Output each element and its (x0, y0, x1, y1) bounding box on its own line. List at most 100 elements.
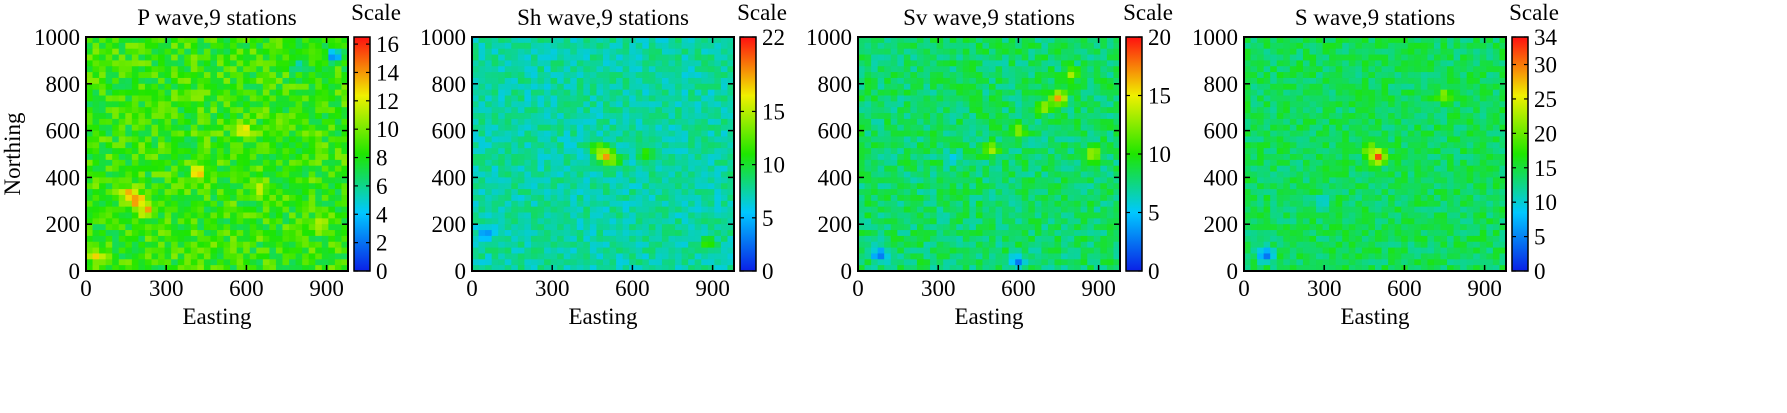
heatmap-cell (99, 118, 107, 126)
heatmap-cell (1041, 54, 1049, 61)
heatmap-cell (275, 230, 284, 237)
heatmap-cell (302, 265, 310, 272)
heatmap-cell (1002, 101, 1010, 108)
heatmap-cell (472, 259, 480, 266)
heatmap-cell (1041, 42, 1049, 50)
heatmap-cell (550, 48, 558, 56)
heatmap-cell (661, 212, 670, 219)
heatmap-cell (184, 107, 192, 114)
heatmap-cell (86, 60, 94, 67)
heatmap-cell (236, 89, 244, 97)
heatmap-cell (262, 159, 270, 167)
heatmap-cell (334, 66, 343, 73)
heatmap-cell (701, 136, 709, 143)
heatmap-cell (616, 142, 624, 149)
heatmap-cell (877, 259, 885, 266)
heatmap-cell (1054, 107, 1062, 114)
heatmap-cell (969, 42, 977, 50)
heatmap-cell (151, 54, 159, 61)
heatmap-cell (223, 148, 231, 155)
heatmap-cell (197, 130, 205, 138)
heatmap-cell (282, 148, 290, 155)
heatmap-cell (707, 194, 715, 202)
heatmap-cell (295, 136, 303, 143)
heatmap-cell (629, 159, 637, 167)
heatmap-cell (576, 154, 584, 161)
heatmap-cell (890, 130, 898, 138)
heatmap-cell (714, 54, 722, 61)
heatmap-cell (688, 54, 696, 61)
heatmap-cell (1061, 230, 1069, 237)
heatmap-cell (916, 165, 925, 173)
heatmap-cell (1015, 142, 1023, 149)
heatmap-cell (727, 89, 735, 97)
heatmap-cell (249, 148, 257, 155)
heatmap-cell (1113, 107, 1121, 114)
panel-title: Sv wave,9 stations (903, 5, 1075, 30)
heatmap-cell (164, 212, 172, 219)
heatmap-cell (563, 95, 571, 102)
heatmap-cell (596, 60, 604, 67)
heatmap-cell (975, 37, 984, 44)
heatmap-cell (890, 194, 898, 202)
heatmap-cell (962, 66, 970, 73)
heatmap-cell (517, 89, 525, 97)
heatmap-cell (583, 189, 591, 196)
heatmap-cell (1087, 124, 1095, 132)
heatmap-cell (341, 107, 349, 114)
heatmap-cell (589, 241, 598, 249)
heatmap-cell (995, 89, 1003, 97)
heatmap-cell (184, 189, 192, 196)
heatmap-cell (930, 95, 938, 102)
heatmap-cell (707, 171, 715, 178)
heatmap-cell (707, 42, 715, 50)
heatmap-cell (256, 54, 264, 61)
heatmap-cell (642, 118, 650, 126)
heatmap-cell (1015, 200, 1023, 208)
heatmap-cell (92, 241, 100, 249)
heatmap-cell (289, 218, 297, 225)
heatmap-cell (956, 200, 964, 208)
x-tick-label: 600 (1001, 276, 1036, 301)
heatmap-cell (609, 265, 617, 272)
heatmap-cell (675, 159, 683, 167)
heatmap-cell (622, 159, 630, 167)
heatmap-cell (877, 230, 885, 237)
heatmap-cell (112, 89, 120, 97)
heatmap-cell (1080, 142, 1088, 149)
heatmap-cell (858, 136, 866, 143)
heatmap-cell (1054, 66, 1062, 73)
heatmap-cell (1100, 247, 1108, 255)
heatmap-cell (655, 241, 663, 249)
heatmap-cell (596, 165, 604, 173)
heatmap-cell (635, 113, 643, 120)
heatmap-cell (524, 136, 532, 143)
heatmap-cell (616, 247, 624, 255)
heatmap-cell (864, 259, 872, 266)
heatmap-cell (727, 206, 735, 214)
heatmap-cell (949, 89, 957, 97)
heatmap-cell (727, 95, 735, 102)
heatmap-cell (217, 183, 225, 190)
heatmap-cell (230, 77, 238, 85)
heatmap-cell (681, 171, 689, 178)
heatmap-cell (511, 212, 519, 219)
heatmap-cell (1113, 37, 1121, 44)
heatmap-cell (622, 253, 630, 260)
heatmap-cell (681, 66, 689, 73)
heatmap-cell (105, 218, 113, 225)
heatmap-cell (1028, 107, 1036, 114)
heatmap-cell (308, 66, 316, 73)
heatmap-cell (289, 83, 297, 91)
heatmap-cell (655, 113, 663, 120)
heatmap-cell (210, 37, 218, 44)
heatmap-cell (890, 212, 898, 219)
heatmap-cell (530, 107, 539, 114)
heatmap-cell (603, 218, 611, 225)
heatmap-cell (688, 83, 696, 91)
heatmap-cell (1067, 37, 1075, 44)
heatmap-cell (877, 183, 885, 190)
heatmap-cell (890, 118, 898, 126)
heatmap-cell (930, 200, 938, 208)
heatmap-cell (707, 101, 715, 108)
